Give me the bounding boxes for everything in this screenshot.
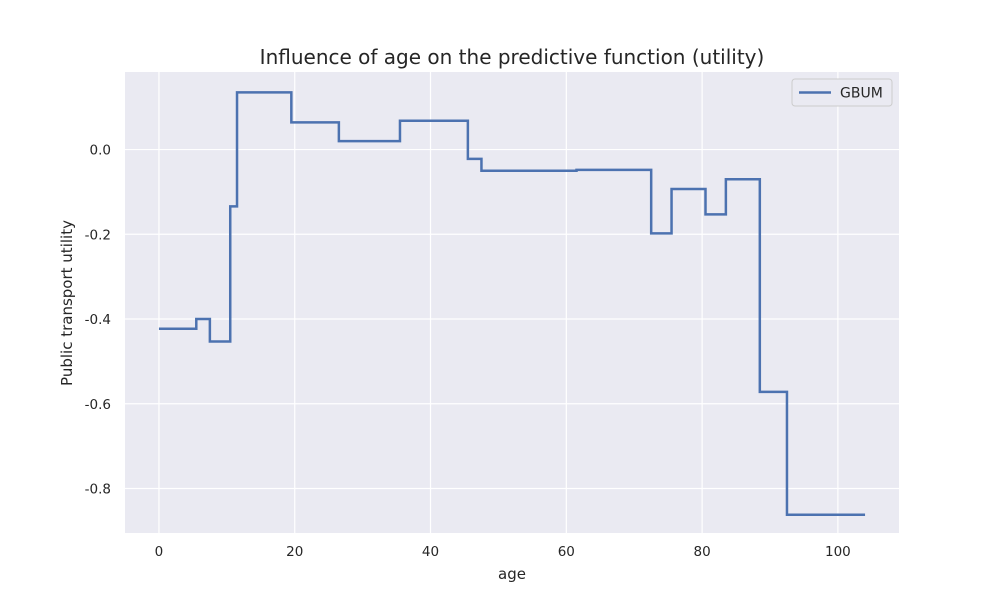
x-tick-label: 60 xyxy=(558,544,575,560)
y-tick-label: 0.0 xyxy=(90,143,111,159)
series-line-gbum xyxy=(158,91,866,517)
y-tick-label: -0.8 xyxy=(85,482,111,498)
legend: GBUM xyxy=(791,78,893,107)
legend-label-gbum: GBUM xyxy=(840,86,883,102)
x-tick-labels: 0 20 40 60 80 100 xyxy=(155,544,851,560)
x-axis-label: age xyxy=(498,565,526,583)
y-grid-lines xyxy=(125,148,899,490)
legend-box xyxy=(791,78,893,107)
y-tick-label: -0.2 xyxy=(85,227,111,243)
plot-area xyxy=(125,72,899,533)
x-grid-lines xyxy=(158,72,839,533)
x-tick-label: 0 xyxy=(155,544,164,560)
series-layer xyxy=(158,91,866,517)
x-tick-label: 80 xyxy=(694,544,711,560)
chart-title: Influence of age on the predictive funct… xyxy=(260,45,765,69)
x-tick-label: 20 xyxy=(286,544,303,560)
y-tick-labels: 0.0 -0.2 -0.4 -0.6 -0.8 xyxy=(85,143,111,498)
y-tick-label: -0.4 xyxy=(85,312,111,328)
y-tick-label: -0.6 xyxy=(85,397,111,413)
x-tick-label: 40 xyxy=(422,544,439,560)
x-tick-label: 100 xyxy=(825,544,851,560)
y-axis-label: Public transport utility xyxy=(58,220,76,386)
